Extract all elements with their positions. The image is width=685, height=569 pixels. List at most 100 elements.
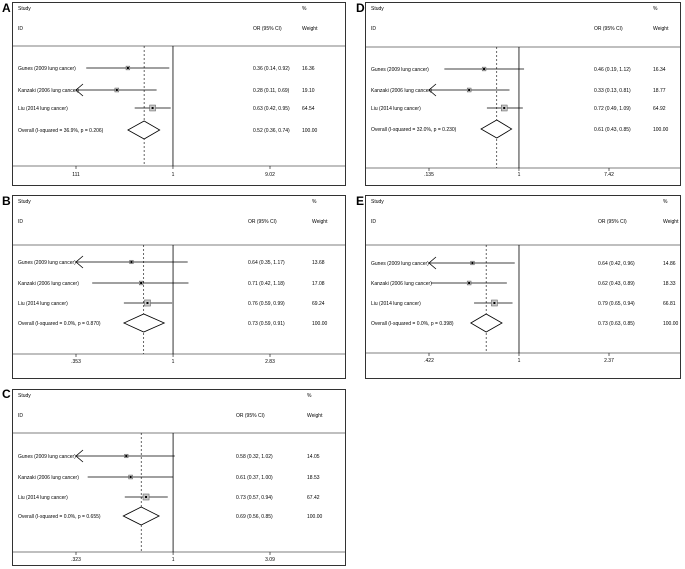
forest-plot-d: Study % ID OR (95% CI) Weight Gunes (2009 lun…: [365, 2, 681, 186]
study-label: Gunes (2009 lung cancer): [371, 261, 429, 267]
ci-arrow: [75, 255, 84, 269]
study-or-text: 0.72 (0.49, 1.09): [594, 106, 631, 112]
point-estimate: [125, 455, 128, 457]
overall-diamond: [122, 506, 161, 526]
study-label: Liu (2014 lung cancer): [18, 495, 68, 501]
ci-arrow: [75, 449, 84, 463]
panel-letter-e: E: [356, 194, 365, 208]
study-weight-text: 66.81: [663, 301, 676, 307]
x-tick-label: 1: [518, 172, 521, 178]
overall-diamond: [480, 119, 513, 139]
study-weight-text: 18.53: [307, 475, 320, 481]
study-or-text: 0.61 (0.37, 1.00): [236, 475, 273, 481]
study-label: Kanzaki (2006 lung cancer): [371, 281, 432, 287]
study-label: Gunes (2009 lung cancer): [371, 67, 429, 73]
panel-frame: [365, 195, 681, 379]
header-percent: %: [653, 6, 658, 12]
study-weight-text: 18.77: [653, 88, 666, 94]
point-estimate: [468, 89, 471, 91]
study-label: Kanzaki (2006 lung cancer): [18, 88, 79, 94]
overall-label: Overall (I-squared = 36.9%, p = 0.206): [18, 128, 104, 134]
header-percent: %: [302, 6, 307, 12]
overall-weight-text: 100.00: [312, 321, 328, 327]
header-or: OR (95% CI): [594, 26, 623, 32]
study-or-text: 0.76 (0.59, 0.99): [248, 301, 285, 307]
point-estimate: [130, 261, 133, 263]
header-or: OR (95% CI): [236, 413, 265, 419]
overall-label: Overall (I-squared = 0.0%, p = 0.655): [18, 514, 101, 520]
header-study: Study: [371, 6, 384, 12]
point-estimate: [483, 68, 486, 70]
point-estimate: [140, 282, 143, 284]
study-weight-text: 69.24: [312, 301, 325, 307]
overall-label: Overall (I-squared = 0.0%, p = 0.398): [371, 321, 454, 327]
study-or-text: 0.64 (0.42, 0.96): [598, 261, 635, 267]
overall-weight-text: 100.00: [663, 321, 679, 327]
point-estimate: [129, 476, 132, 478]
forest-plot-a: Study % ID OR (95% CI) Weight Gunes (2009 lun…: [12, 2, 346, 186]
x-tick-label: 1: [172, 359, 175, 365]
overall-weight-text: 100.00: [302, 128, 318, 134]
overall-weight-text: 100.00: [653, 127, 669, 133]
study-weight-text: 14.05: [307, 454, 320, 460]
x-tick-label: 1: [172, 172, 175, 178]
overall-or-text: 0.73 (0.63, 0.85): [598, 321, 635, 327]
header-id: ID: [18, 26, 23, 32]
x-tick-label: 3.09: [265, 557, 275, 563]
study-label: Gunes (2009 lung cancer): [18, 454, 76, 460]
study-or-text: 0.79 (0.65, 0.94): [598, 301, 635, 307]
study-or-text: 0.63 (0.42, 0.95): [253, 106, 290, 112]
header-id: ID: [18, 219, 23, 225]
study-label: Kanzaki (2006 lung cancer): [371, 88, 432, 94]
header-percent: %: [307, 393, 312, 399]
point-estimate: [493, 302, 496, 304]
study-or-text: 0.62 (0.43, 0.89): [598, 281, 635, 287]
x-tick-label: .135: [424, 172, 434, 178]
study-label: Liu (2014 lung cancer): [18, 106, 68, 112]
study-or-text: 0.36 (0.14, 0.92): [253, 66, 290, 72]
header-or: OR (95% CI): [253, 26, 282, 32]
study-weight-text: 64.54: [302, 106, 315, 112]
point-estimate: [115, 89, 118, 91]
x-tick-label: 1: [518, 358, 521, 364]
overall-label: Overall (I-squared = 0.0%, p = 0.870): [18, 321, 101, 327]
panel-frame: [12, 2, 346, 186]
point-estimate: [471, 262, 474, 264]
point-estimate: [146, 302, 149, 304]
x-tick-label: 2.83: [265, 359, 275, 365]
x-tick-label: 2.37: [604, 358, 614, 364]
study-weight-text: 64.92: [653, 106, 666, 112]
point-estimate: [126, 67, 129, 69]
overall-diamond: [122, 313, 166, 333]
overall-label: Overall (I-squared = 32.0%, p = 0.230): [371, 127, 457, 133]
panel-letter-a: A: [2, 1, 11, 15]
header-weight: Weight: [302, 26, 318, 32]
study-weight-text: 16.36: [302, 66, 315, 72]
x-tick-label: .422: [424, 358, 434, 364]
panel-letter-b: B: [2, 194, 11, 208]
header-study: Study: [18, 199, 31, 205]
header-weight: Weight: [307, 413, 323, 419]
header-weight: Weight: [653, 26, 669, 32]
study-weight-text: 17.08: [312, 281, 325, 287]
overall-or-text: 0.52 (0.36, 0.74): [253, 128, 290, 134]
study-label: Liu (2014 lung cancer): [371, 106, 421, 112]
x-tick-label: 7.42: [604, 172, 614, 178]
header-weight: Weight: [663, 219, 679, 225]
overall-or-text: 0.61 (0.43, 0.85): [594, 127, 631, 133]
header-percent: %: [663, 199, 668, 205]
study-weight-text: 14.86: [663, 261, 676, 267]
overall-diamond: [470, 313, 503, 333]
study-label: Gunes (2009 lung cancer): [18, 260, 76, 266]
header-id: ID: [371, 26, 376, 32]
overall-diamond: [127, 120, 161, 140]
study-weight-text: 18.33: [663, 281, 676, 287]
panel-frame: [365, 2, 681, 186]
x-tick-label: 111: [72, 172, 80, 178]
study-weight-text: 13.68: [312, 260, 325, 266]
study-label: Liu (2014 lung cancer): [371, 301, 421, 307]
panel-frame: [12, 389, 346, 566]
study-or-text: 0.46 (0.19, 1.12): [594, 67, 631, 73]
ci-arrow: [75, 83, 84, 97]
overall-or-text: 0.73 (0.59, 0.91): [248, 321, 285, 327]
